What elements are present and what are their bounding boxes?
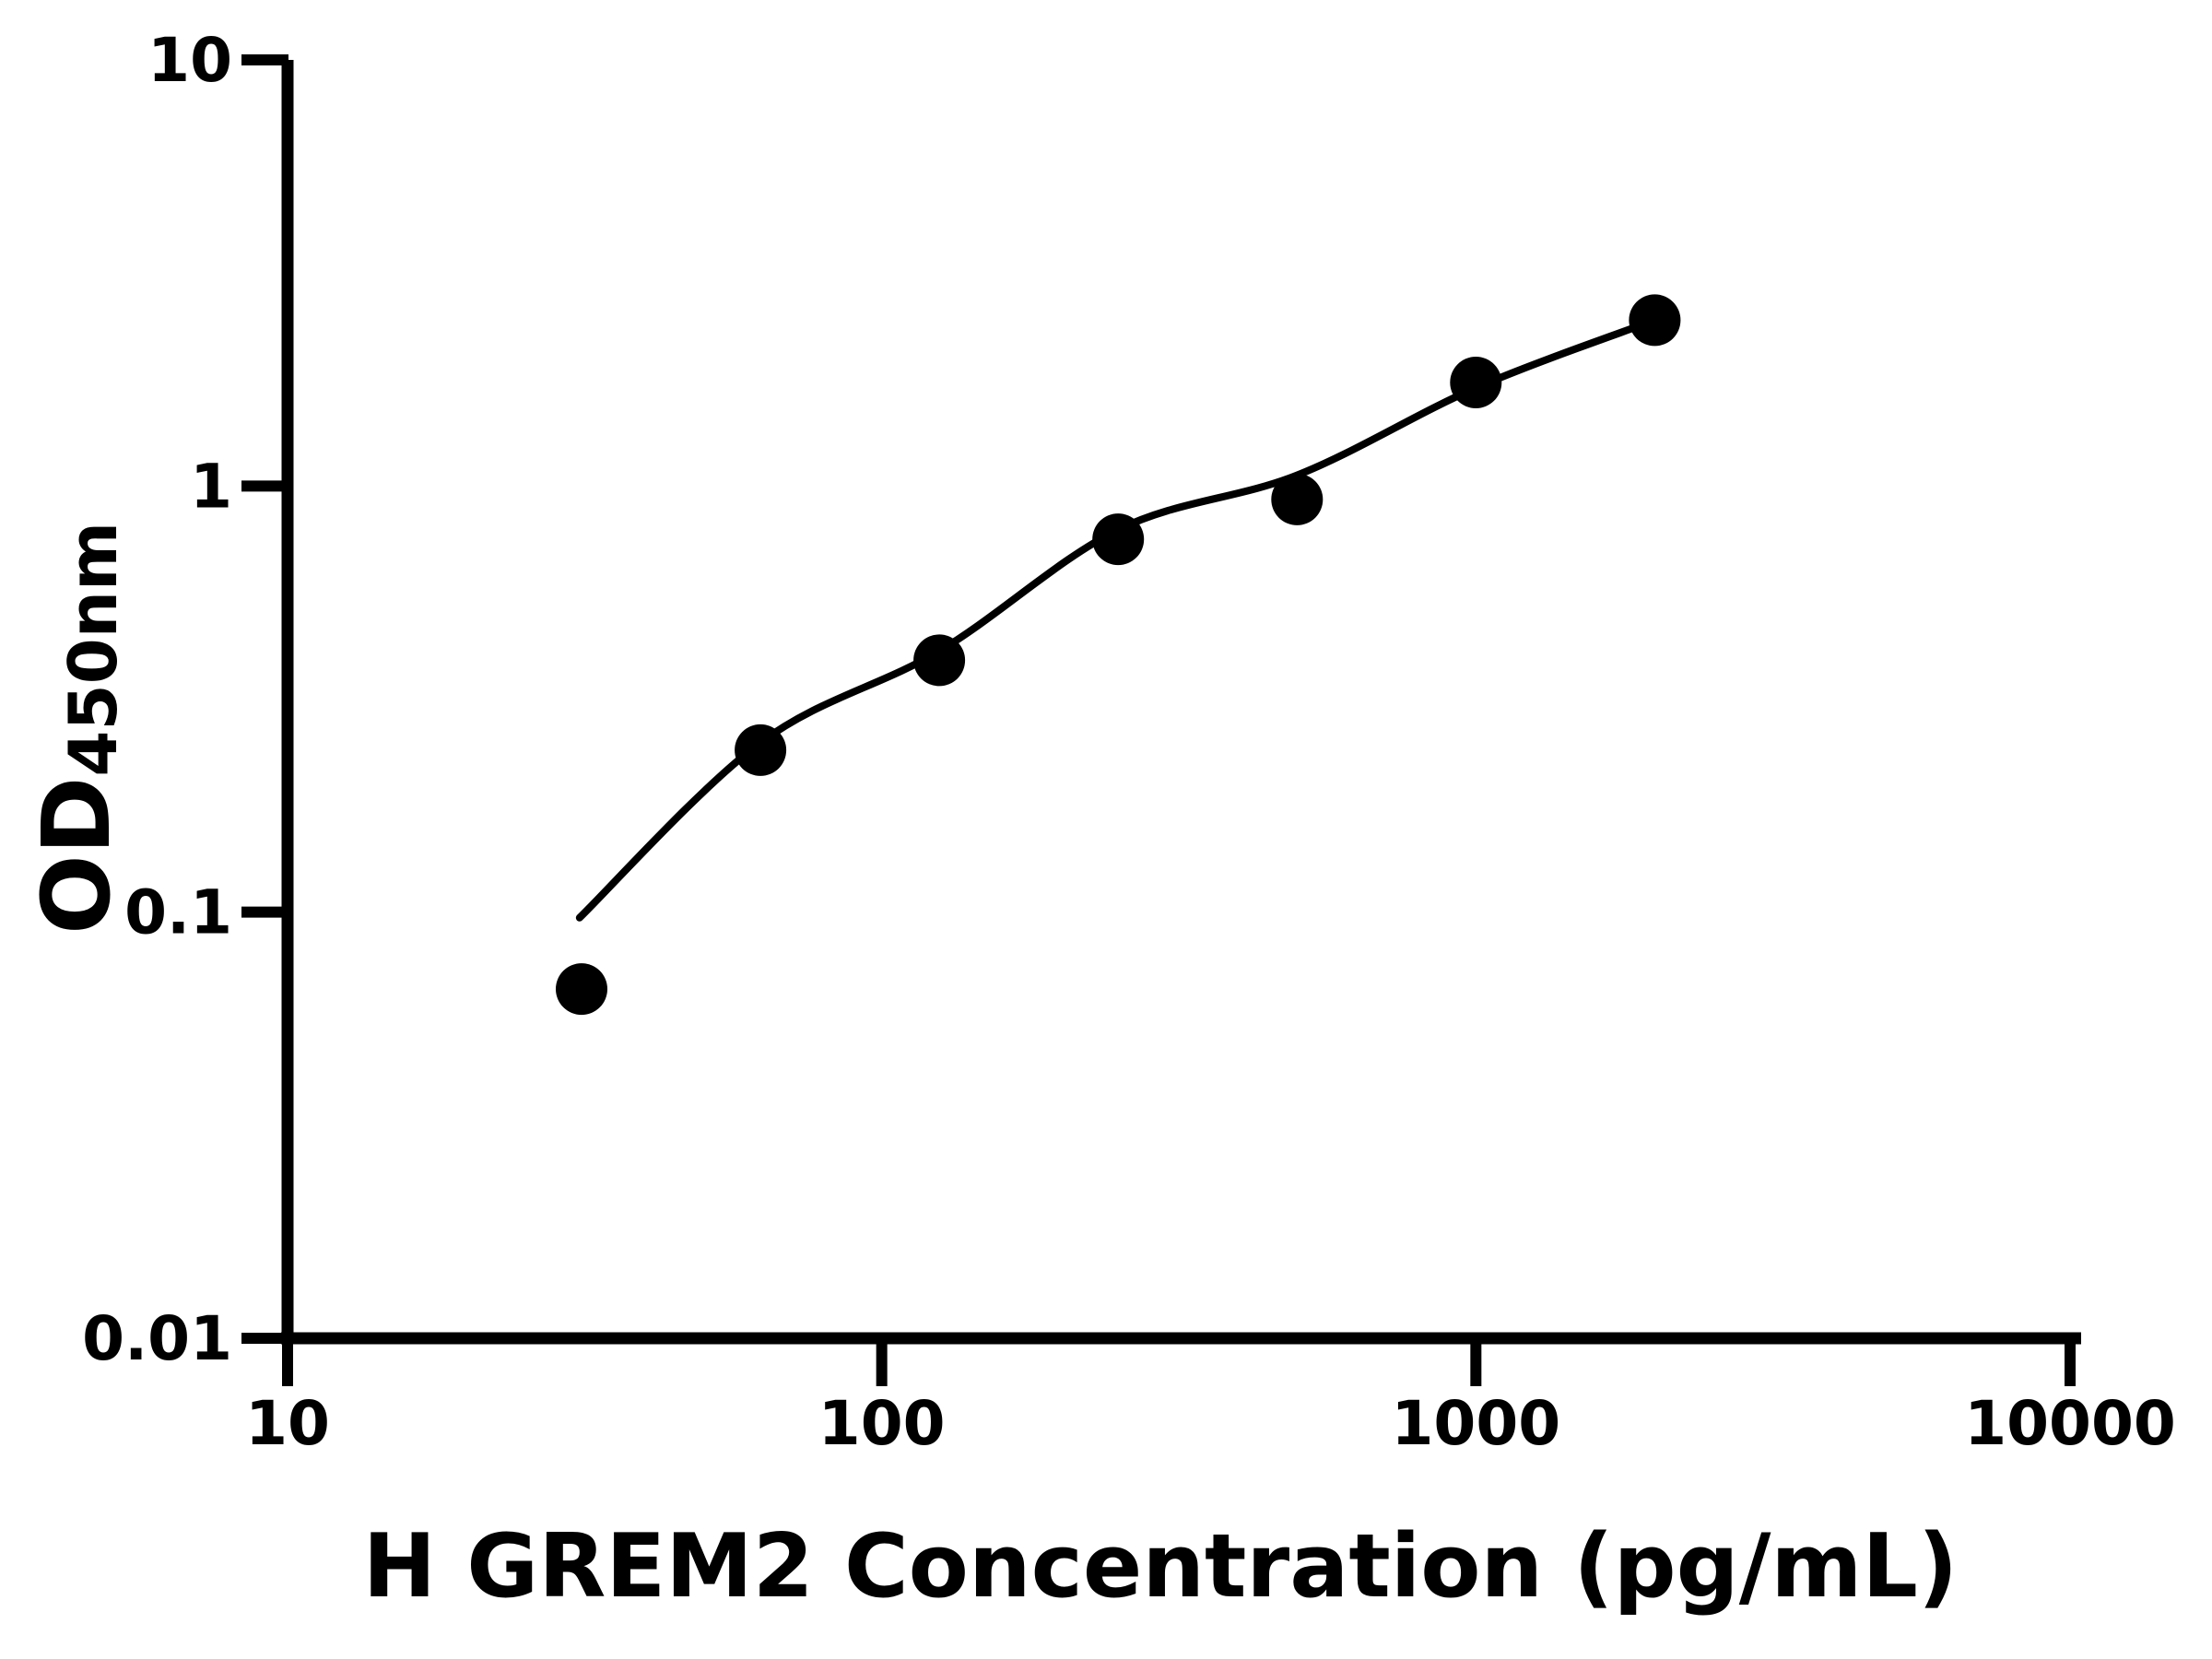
y-axis: 10 1 0.1 0.01 [82,25,294,1374]
data-point [735,724,787,776]
y-tick-label-10: 10 [147,25,232,96]
x-tick-label-10000: 10000 [1964,1388,2176,1459]
data-point [556,963,607,1016]
y-tick-label-0.1: 0.1 [124,877,232,948]
x-axis-title: H GREM2 Concentration (pg/mL) [363,1516,1959,1618]
y-axis-title: OD450nm [22,522,132,935]
x-axis: 10 100 1000 10000 [245,1332,2176,1459]
y-axis-title-subscript: 450nm [54,522,132,777]
data-point [1092,513,1145,566]
data-point [1450,357,1502,408]
x-tick-label-10: 10 [245,1388,330,1459]
data-points [556,294,1681,1016]
y-axis-ticks: 10 1 0.1 0.01 [82,25,288,1374]
y-axis-title-main: OD [22,777,132,935]
y-tick-label-1: 1 [190,451,232,522]
data-point [913,634,966,687]
y-axis-title-text: OD450nm [22,522,132,935]
data-point [1271,473,1324,525]
data-point [1629,294,1681,347]
x-axis-ticks: 10 100 1000 10000 [245,1338,2176,1459]
fit-curve-line [575,316,1659,922]
x-tick-label-100: 100 [818,1388,946,1459]
y-tick-label-0.01: 0.01 [82,1303,232,1374]
x-tick-label-1000: 1000 [1391,1388,1560,1459]
